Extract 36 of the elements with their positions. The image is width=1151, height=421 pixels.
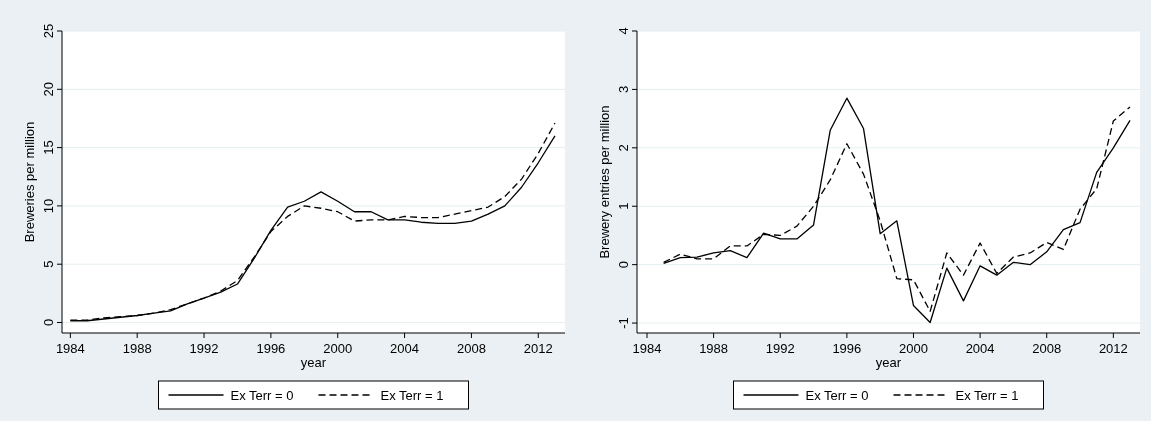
x-tick-label: 1992	[189, 341, 219, 356]
x-tick-label: 2012	[523, 341, 553, 356]
legend-label: Ex Terr = 0	[230, 388, 294, 403]
y-tick-label: 10	[41, 198, 56, 214]
y-tick-label: 4	[616, 27, 631, 35]
x-tick-label: 1984	[55, 341, 85, 356]
x-tick-label: 1988	[699, 341, 729, 356]
y-tick-label: 0	[616, 261, 631, 269]
x-tick-label: 2008	[1032, 341, 1062, 356]
x-tick-label: 2004	[965, 341, 995, 356]
x-tick-label: 1992	[765, 341, 795, 356]
x-tick-label: 2012	[1098, 341, 1128, 356]
x-tick-label: 1996	[256, 341, 286, 356]
y-axis-title: Brewery entries per million	[597, 105, 612, 259]
y-tick-label: 1	[616, 202, 631, 210]
x-tick-label: 2000	[323, 341, 353, 356]
y-tick-label: 20	[41, 82, 56, 97]
x-tick-label: 1996	[832, 341, 862, 356]
x-tick-label: 2008	[456, 341, 486, 356]
x-axis-title: year	[875, 355, 902, 370]
y-tick-label: 0	[41, 318, 56, 327]
legend-label: Ex Terr = 1	[380, 388, 444, 403]
y-tick-label: 5	[41, 260, 56, 268]
x-tick-label: 1988	[122, 341, 152, 356]
y-tick-label: 3	[616, 85, 631, 94]
x-axis-title: year	[300, 355, 327, 370]
legend-label: Ex Terr = 0	[805, 388, 869, 403]
y-tick-label: 2	[616, 144, 631, 152]
x-tick-label: 2004	[390, 341, 420, 356]
y-tick-label: -1	[616, 317, 631, 329]
x-tick-label: 2000	[899, 341, 928, 356]
y-tick-label: 25	[41, 23, 56, 39]
y-axis-title: Breweries per million	[22, 121, 37, 243]
legend-label: Ex Terr = 1	[955, 388, 1019, 403]
y-tick-label: 15	[41, 140, 56, 155]
x-tick-label: 1984	[632, 341, 662, 356]
